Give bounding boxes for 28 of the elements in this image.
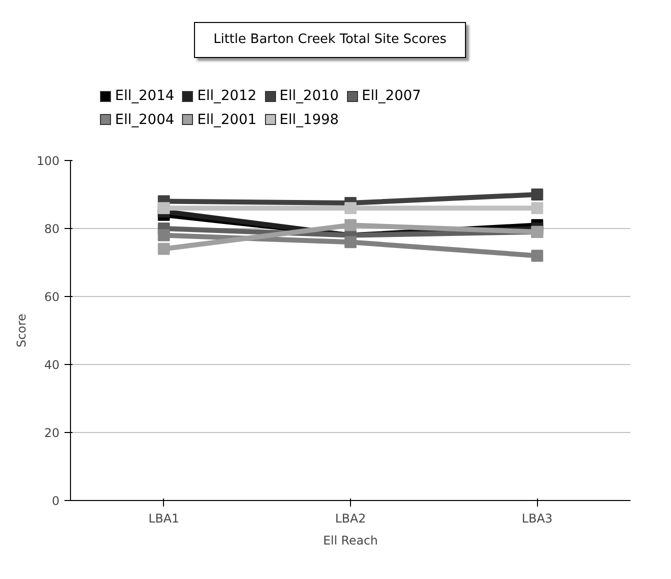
x-tick-label: LBA1: [148, 512, 180, 526]
y-tick-label: 40: [44, 358, 60, 372]
legend-label: Ell_2012: [196, 87, 257, 106]
point: [344, 236, 356, 248]
x-tick-label: LBA2: [335, 512, 366, 526]
point: [344, 219, 356, 232]
y-tick-label: 80: [44, 222, 60, 236]
y-axis-title: Score: [14, 314, 29, 348]
legend-label: Ell_2010: [278, 87, 339, 106]
legend-label: Ell_1998: [278, 110, 339, 130]
legend-label: Ell_2007: [360, 87, 422, 106]
point: [531, 188, 544, 200]
legend-label: Ell_2014: [114, 87, 174, 106]
y-tick-label: 20: [44, 426, 60, 440]
chart-title: Little Barton Creek Total Site Scores: [194, 22, 466, 58]
legend-label: Ell_2001: [196, 110, 257, 130]
y-tick-label: 60: [44, 290, 60, 304]
y-tick-label: 100: [36, 154, 60, 168]
point: [344, 202, 356, 214]
x-axis-title: Ell Reach: [323, 534, 378, 548]
x-tick-label: LBA3: [522, 512, 553, 526]
legend-label: Ell_2004: [114, 110, 174, 130]
y-tick-label: 0: [52, 494, 60, 508]
point: [158, 202, 170, 214]
point: [158, 229, 170, 242]
point: [531, 202, 544, 214]
point: [158, 242, 170, 255]
point: [531, 250, 544, 262]
